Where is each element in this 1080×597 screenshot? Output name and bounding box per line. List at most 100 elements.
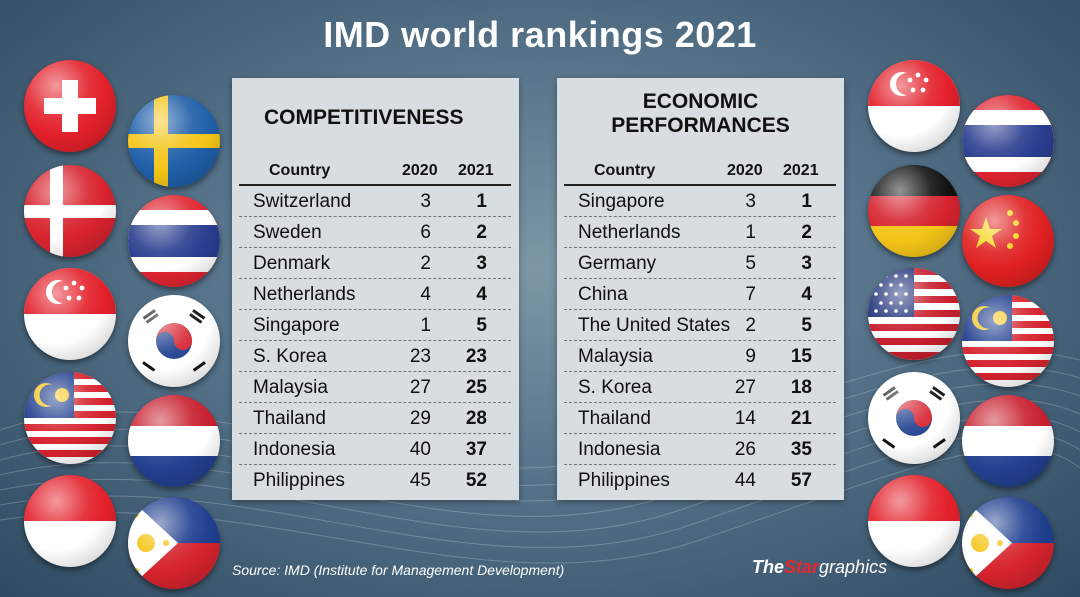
column-header-2020: 2020 bbox=[402, 162, 438, 179]
logo-graphics: graphics bbox=[819, 557, 888, 577]
table-row: Singapore 1 5 bbox=[239, 310, 511, 341]
rank-2020-cell: 40 bbox=[409, 439, 431, 460]
table-row: Thailand 14 21 bbox=[564, 403, 836, 434]
table-row: Malaysia 9 15 bbox=[564, 341, 836, 372]
rank-2021-cell: 57 bbox=[790, 470, 812, 491]
malaysia-flag-icon bbox=[24, 372, 116, 464]
header-divider bbox=[239, 184, 511, 186]
rank-2021-cell: 2 bbox=[476, 222, 487, 243]
page-title: IMD world rankings 2021 bbox=[323, 14, 757, 55]
rank-2020-cell: 27 bbox=[409, 377, 431, 398]
thailand-flag-icon bbox=[128, 195, 220, 287]
country-cell: Malaysia bbox=[253, 377, 328, 398]
rank-2020-cell: 4 bbox=[420, 284, 431, 305]
netherlands-flag-icon bbox=[962, 395, 1054, 487]
logo-star: Star bbox=[784, 557, 820, 577]
column-header-country: Country bbox=[269, 162, 331, 179]
rank-2021-cell: 1 bbox=[801, 191, 812, 212]
table-row: Malaysia 27 25 bbox=[239, 372, 511, 403]
rank-2021-cell: 25 bbox=[465, 377, 487, 398]
rank-2020-cell: 44 bbox=[734, 470, 756, 491]
table-row: Indonesia 40 37 bbox=[239, 434, 511, 465]
table-row: Philippines 45 52 bbox=[239, 465, 511, 495]
country-cell: Philippines bbox=[578, 470, 670, 491]
indonesia-flag-icon bbox=[24, 475, 116, 567]
rank-2020-cell: 14 bbox=[734, 408, 756, 429]
rank-2020-cell: 1 bbox=[745, 222, 756, 243]
table-body: Switzerland 3 1 Sweden 6 2 Denmark 2 3 Netherl… bbox=[239, 186, 511, 495]
column-header-2021: 2021 bbox=[783, 162, 819, 179]
rank-2020-cell: 29 bbox=[409, 408, 431, 429]
table-title-line: PERFORMANCES bbox=[611, 114, 790, 137]
south-korea-flag-icon bbox=[868, 372, 960, 464]
south-korea-flag-icon bbox=[128, 295, 220, 387]
rank-2021-cell: 15 bbox=[790, 346, 812, 367]
country-cell: Thailand bbox=[578, 408, 651, 429]
rank-2021-cell: 35 bbox=[790, 439, 812, 460]
table-row: Singapore 3 1 bbox=[564, 186, 836, 217]
rank-2020-cell: 7 bbox=[745, 284, 756, 305]
rank-2020-cell: 26 bbox=[734, 439, 756, 460]
table-row: Netherlands 4 4 bbox=[239, 279, 511, 310]
country-cell: S. Korea bbox=[253, 346, 327, 367]
rank-2021-cell: 2 bbox=[801, 222, 812, 243]
country-cell: Singapore bbox=[253, 315, 340, 336]
table-row: The United States 2 5 bbox=[564, 310, 836, 341]
rank-2021-cell: 28 bbox=[465, 408, 487, 429]
switzerland-flag-icon bbox=[24, 60, 116, 152]
country-cell: Malaysia bbox=[578, 346, 653, 367]
source-note: Source: IMD (Institute for Management De… bbox=[232, 562, 565, 578]
column-header-2020: 2020 bbox=[727, 162, 763, 179]
thailand-flag-icon bbox=[962, 95, 1054, 187]
rank-2020-cell: 9 bbox=[745, 346, 756, 367]
rank-2021-cell: 37 bbox=[465, 439, 487, 460]
china-flag-icon bbox=[962, 195, 1054, 287]
united-states-flag-icon bbox=[868, 268, 960, 360]
germany-flag-icon bbox=[868, 165, 960, 257]
table-title: COMPETITIVENESS bbox=[264, 106, 464, 129]
column-header-country: Country bbox=[594, 162, 656, 179]
table-row: Switzerland 3 1 bbox=[239, 186, 511, 217]
rank-2021-cell: 5 bbox=[476, 315, 487, 336]
table-row: Sweden 6 2 bbox=[239, 217, 511, 248]
country-cell: Sweden bbox=[253, 222, 322, 243]
country-cell: Singapore bbox=[578, 191, 665, 212]
philippines-flag-icon bbox=[128, 497, 220, 589]
rank-2020-cell: 45 bbox=[409, 470, 431, 491]
country-cell: Indonesia bbox=[578, 439, 661, 460]
netherlands-flag-icon bbox=[128, 395, 220, 487]
header-divider bbox=[564, 184, 836, 186]
rank-2021-cell: 3 bbox=[801, 253, 812, 274]
rank-2021-cell: 3 bbox=[476, 253, 487, 274]
country-cell: The United States bbox=[578, 315, 731, 336]
rank-2020-cell: 3 bbox=[420, 191, 431, 212]
country-cell: Germany bbox=[578, 253, 657, 274]
table-header: Country 2020 2021 bbox=[232, 162, 519, 184]
table-row: China 7 4 bbox=[564, 279, 836, 310]
country-cell: S. Korea bbox=[578, 377, 652, 398]
table-body: Singapore 3 1 Netherlands 1 2 Germany 5 3 Chin… bbox=[564, 186, 836, 495]
country-cell: Denmark bbox=[253, 253, 331, 274]
rank-2021-cell: 52 bbox=[465, 470, 487, 491]
thestar-graphics-logo: TheStargraphics bbox=[752, 557, 887, 578]
table-row: S. Korea 27 18 bbox=[564, 372, 836, 403]
table-title-line: ECONOMIC bbox=[642, 90, 759, 113]
rank-2020-cell: 6 bbox=[420, 222, 431, 243]
country-cell: Netherlands bbox=[253, 284, 356, 305]
rank-2020-cell: 5 bbox=[745, 253, 756, 274]
rank-2021-cell: 1 bbox=[476, 191, 487, 212]
indonesia-flag-icon bbox=[868, 475, 960, 567]
rank-2020-cell: 2 bbox=[420, 253, 431, 274]
table-row: Thailand 29 28 bbox=[239, 403, 511, 434]
logo-the: The bbox=[752, 557, 785, 577]
rank-2021-cell: 18 bbox=[790, 377, 812, 398]
rank-2020-cell: 2 bbox=[745, 315, 756, 336]
table-row: Philippines 44 57 bbox=[564, 465, 836, 495]
sweden-flag-icon bbox=[128, 95, 220, 187]
country-cell: Thailand bbox=[253, 408, 326, 429]
table-header: Country 2020 2021 bbox=[557, 162, 844, 184]
economic-performances-table: ECONOMIC PERFORMANCES Country 2020 2021 … bbox=[557, 78, 844, 500]
country-cell: Philippines bbox=[253, 470, 345, 491]
rank-2020-cell: 3 bbox=[745, 191, 756, 212]
denmark-flag-icon bbox=[24, 165, 116, 257]
